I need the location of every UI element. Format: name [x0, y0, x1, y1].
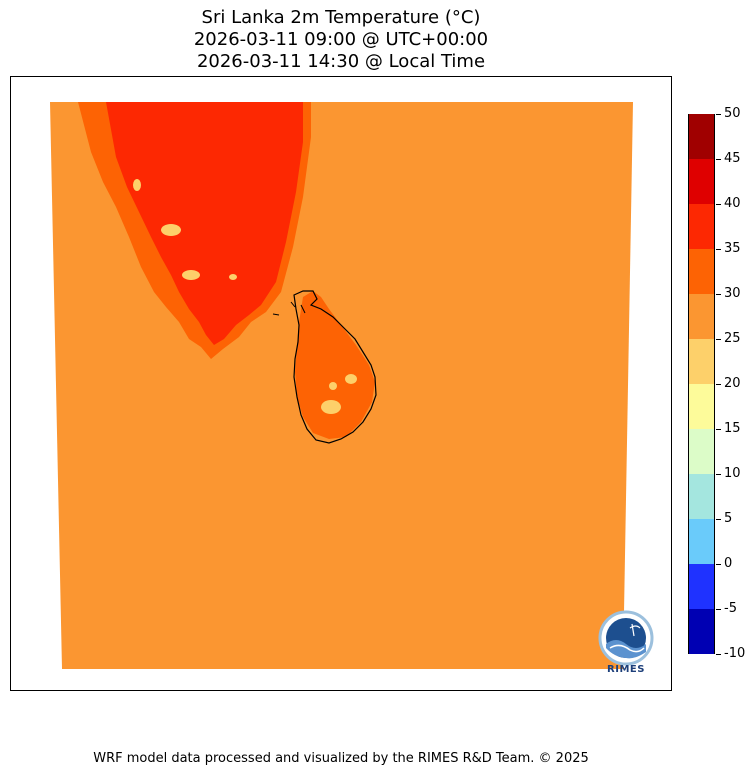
- india-cool-patch: [133, 179, 141, 191]
- rimes-logo: RIMES: [594, 610, 658, 678]
- colorbar-tick: [716, 609, 721, 610]
- logo-wordmark: RIMES: [607, 664, 645, 675]
- colorbar-tick-label: 15: [724, 421, 741, 436]
- colorbar-tick: [716, 519, 721, 520]
- colorbar-segment: [689, 294, 714, 339]
- colorbar-segment: [689, 609, 714, 654]
- colorbar-tick: [716, 654, 721, 655]
- sri-lanka-warm-zone: [295, 291, 375, 439]
- colorbar-segment: [689, 249, 714, 294]
- colorbar-segment: [689, 384, 714, 429]
- india-hot-zone: [106, 102, 303, 345]
- map-title-line-1: Sri Lanka 2m Temperature (°C): [201, 7, 481, 28]
- india-cool-patch: [229, 274, 237, 280]
- colorbar-segment: [689, 339, 714, 384]
- india-cool-patch: [161, 224, 181, 236]
- colorbar-segment: [689, 474, 714, 519]
- sri-lanka-cool-patch: [321, 400, 341, 414]
- rimes-emblem-icon: [598, 610, 654, 666]
- colorbar-segment: [689, 114, 714, 159]
- colorbar-tick-label: 35: [724, 241, 741, 256]
- sri-lanka-cool-patch: [329, 382, 337, 390]
- sri-lanka-coastline: [293, 290, 377, 444]
- temperature-colorbar: [688, 114, 715, 654]
- colorbar-tick: [716, 204, 721, 205]
- map-title-line-2: 2026-03-11 09:00 @ UTC+00:00: [193, 29, 489, 50]
- colorbar-segment: [689, 204, 714, 249]
- footer-credit: WRF model data processed and visualized …: [93, 751, 589, 766]
- india-cool-patch: [182, 270, 200, 280]
- colorbar-tick: [716, 564, 721, 565]
- colorbar-tick-label: 25: [724, 331, 741, 346]
- sri-lanka-cool-patch: [345, 374, 357, 384]
- colorbar-tick-label: 30: [724, 286, 741, 301]
- colorbar-tick: [716, 114, 721, 115]
- colorbar-tick-label: -10: [724, 646, 746, 661]
- colorbar-segment: [689, 159, 714, 204]
- colorbar-tick-label: 0: [724, 556, 733, 571]
- colorbar-segment: [689, 519, 714, 564]
- colorbar-tick: [716, 384, 721, 385]
- colorbar-tick-label: 40: [724, 196, 741, 211]
- colorbar-tick: [716, 294, 721, 295]
- mannar-coastline: [272, 301, 306, 316]
- colorbar-segment: [689, 429, 714, 474]
- colorbar-tick: [716, 474, 721, 475]
- colorbar-segment: [689, 564, 714, 609]
- colorbar-tick: [716, 249, 721, 250]
- map-title-line-3: 2026-03-11 14:30 @ Local Time: [196, 51, 486, 72]
- colorbar-tick-label: 5: [724, 511, 733, 526]
- colorbar-tick-label: 20: [724, 376, 741, 391]
- colorbar-tick: [716, 339, 721, 340]
- colorbar-tick: [716, 429, 721, 430]
- colorbar-tick-label: -5: [724, 601, 737, 616]
- colorbar-tick-label: 10: [724, 466, 741, 481]
- map-frame[interactable]: [10, 76, 672, 691]
- colorbar-tick-label: 50: [724, 106, 741, 121]
- colorbar-tick: [716, 159, 721, 160]
- colorbar-tick-label: 45: [724, 151, 741, 166]
- temperature-map: [50, 102, 633, 669]
